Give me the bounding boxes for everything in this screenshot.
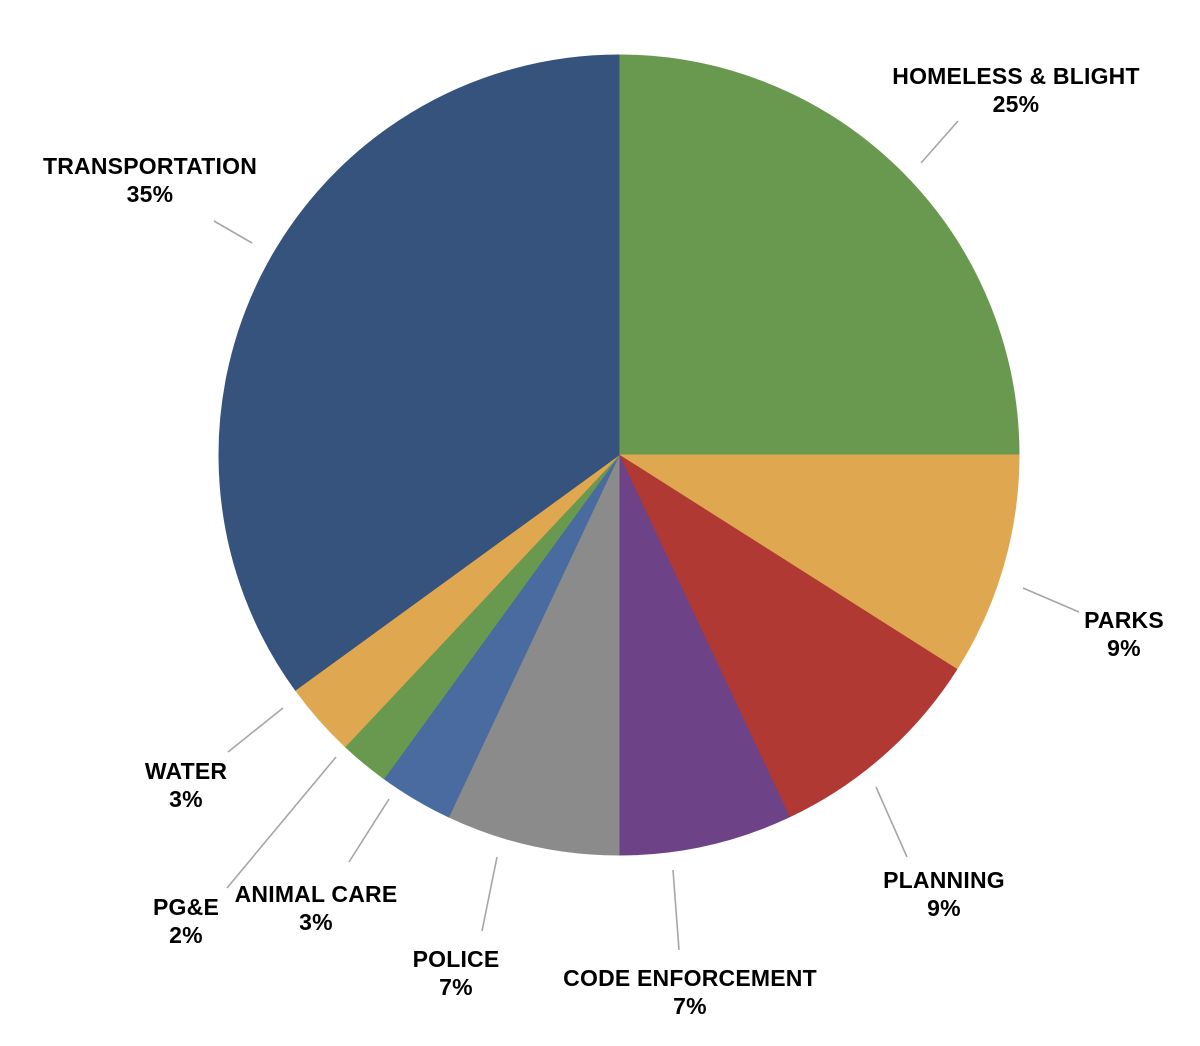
pie-slice-homeless-blight [618,54,1020,456]
leader-line-homeless-blight [920,120,959,164]
leader-line-water [227,707,284,753]
leader-line-planning [875,786,908,858]
pie-slice-transportation [218,54,620,691]
leader-line-animal-care [348,798,390,863]
leader-line-parks [1022,587,1080,613]
leader-line-pg-e [226,756,337,889]
pie-slice-code-enforcement [618,454,790,856]
leader-line-police [481,856,498,932]
pie-slice-parks [618,454,1020,670]
pie-slice-police [448,454,620,856]
pie-slice-planning [618,454,958,818]
leader-line-code-enforcement [672,869,680,951]
leader-line-transportation [213,220,253,244]
